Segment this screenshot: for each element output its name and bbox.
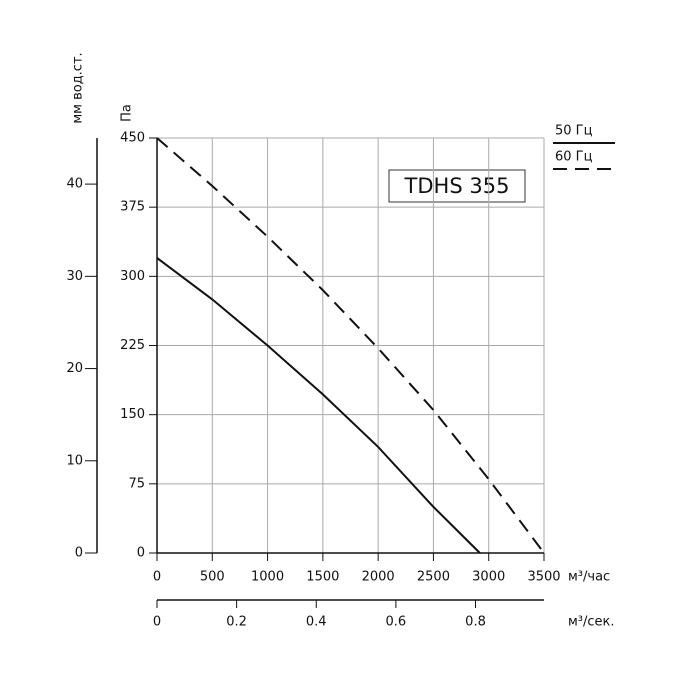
x-axis-label: м³/час (568, 570, 610, 585)
y-tick-label: 75 (128, 476, 145, 491)
x-tick-label: 500 (200, 570, 225, 585)
y-tick-label: 0 (137, 546, 145, 561)
y-tick-label: 450 (120, 131, 145, 146)
x2-tick-label: 0.4 (306, 615, 327, 630)
annotation: TDHS 355 (404, 174, 510, 198)
x2-tick-label: 0.8 (465, 615, 486, 630)
y-tick-label: 225 (120, 338, 145, 353)
x-tick-label: 2000 (362, 570, 395, 585)
annotation-box (388, 169, 526, 203)
y2-tick-label: 10 (66, 453, 83, 468)
x2-axis-label: м³/сек. (568, 615, 615, 630)
y2-tick-label: 20 (66, 361, 83, 376)
x2-tick-label: 0 (153, 615, 161, 630)
x-tick-label: 1500 (306, 570, 339, 585)
x-tick-label: 2500 (417, 570, 450, 585)
y-axis-label: Па (120, 104, 135, 122)
x-tick-label: 0 (153, 570, 161, 585)
x2-tick-label: 0.6 (386, 615, 407, 630)
y2-axis-label: мм вод.ст. (71, 52, 86, 123)
y-tick-label: 375 (120, 200, 145, 215)
y2-tick-label: 40 (66, 177, 83, 192)
y2-tick-label: 30 (66, 269, 83, 284)
series-line (156, 257, 481, 554)
x-tick-label: 1000 (251, 570, 284, 585)
y-tick-label: 300 (120, 269, 145, 284)
legend-label: 50 Гц (555, 124, 593, 139)
x-tick-label: 3500 (527, 570, 560, 585)
y-tick-label: 150 (120, 407, 145, 422)
series-line (156, 137, 545, 554)
y2-tick-label: 0 (75, 546, 83, 561)
x-tick-label: 3000 (472, 570, 505, 585)
legend-label: 60 Гц (555, 150, 593, 165)
x2-tick-label: 0.2 (226, 615, 247, 630)
